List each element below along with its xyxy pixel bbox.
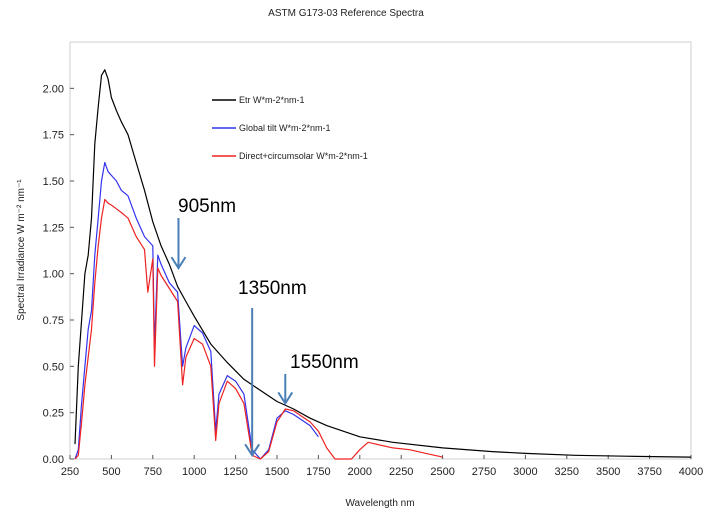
y-tick-label: 0.00 — [43, 454, 64, 466]
annotation-label: 1550nm — [290, 352, 359, 373]
y-axis-label: Spectral Irradiance W m⁻² nm⁻¹ — [16, 179, 27, 321]
x-axis-label: Wavelength nm — [345, 498, 414, 509]
y-tick-label: 1.75 — [43, 130, 64, 142]
y-tick-label: 1.00 — [43, 269, 64, 281]
y-axis-ticks: 0.00 0.25 0.50 0.75 1.00 1.25 1.50 1.75 2.00 — [43, 83, 74, 466]
x-tick-label: 3500 — [596, 466, 620, 478]
x-tick-label: 3000 — [513, 466, 537, 478]
x-tick-label: 750 — [144, 466, 162, 478]
y-tick-label: 1.50 — [43, 176, 64, 188]
annotation-label: 1350nm — [238, 278, 307, 299]
x-tick-label: 2250 — [389, 466, 413, 478]
series-line-3 — [74, 198, 443, 460]
chart-title: ASTM G173-03 Reference Spectra — [268, 8, 424, 19]
x-tick-label: 3250 — [555, 466, 579, 478]
annotation-arrowhead — [244, 443, 261, 458]
x-tick-label: 1750 — [306, 466, 330, 478]
annotation-label: 905nm — [178, 196, 236, 217]
y-tick-label: 1.25 — [43, 222, 64, 234]
x-axis-ticks: 250 500 750 1000 1250 1500 1750 2000 2250 2500 275… — [61, 455, 703, 478]
x-tick-label: 1000 — [182, 466, 206, 478]
x-tick-label: 500 — [102, 466, 120, 478]
y-tick-label: 0.25 — [43, 408, 64, 420]
legend-entry: Etr W*m-2*nm-1 — [239, 95, 305, 105]
series-line-2 — [74, 161, 319, 460]
y-tick-label: 0.75 — [43, 315, 64, 327]
x-tick-label: 2750 — [472, 466, 496, 478]
legend: Etr W*m-2*nm-1 Global tilt W*m-2*nm-1 Dire… — [212, 95, 368, 161]
x-tick-label: 1250 — [223, 466, 247, 478]
x-tick-label: 2000 — [348, 466, 372, 478]
legend-entry: Direct+circumsolar W*m-2*nm-1 — [239, 151, 368, 161]
annotations: 905nm 1350nm 1550nm — [170, 196, 359, 458]
x-tick-label: 2500 — [430, 466, 454, 478]
x-tick-label: 4000 — [679, 466, 703, 478]
series-layer — [74, 69, 692, 460]
x-tick-label: 1500 — [265, 466, 289, 478]
y-tick-label: 0.50 — [43, 361, 64, 373]
x-tick-label: 250 — [61, 466, 79, 478]
legend-entry: Global tilt W*m-2*nm-1 — [239, 123, 331, 133]
y-tick-label: 2.00 — [43, 83, 64, 95]
annotation-arrowhead — [170, 256, 187, 270]
x-tick-label: 3750 — [637, 466, 661, 478]
plot-area — [69, 41, 692, 460]
annotation-arrowhead — [277, 391, 294, 406]
series-line-1 — [74, 69, 692, 458]
